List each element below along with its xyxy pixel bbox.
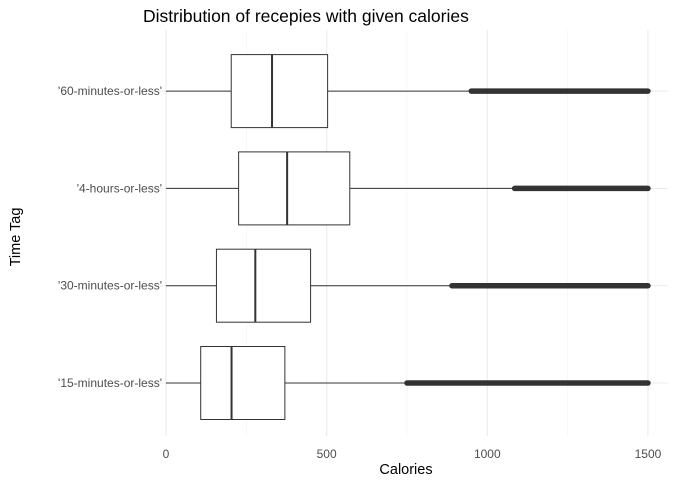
chart-title: Distribution of recepies with given calo… [143,6,469,26]
x-tick-label: 500 [317,447,337,461]
x-tick-label: 0 [163,447,170,461]
box-group [166,346,651,420]
y-tick-label: '15-minutes-or-less' [58,376,162,390]
box-iqr [200,346,286,420]
box-iqr [230,54,329,129]
axis-layer: 0 500 1000 1500 '15-minutes-or-less' '30-minu… [58,84,662,461]
x-tick-label: 1000 [474,447,501,461]
box-iqr [215,248,312,323]
box-layer [166,54,651,420]
x-axis-title: Calories [379,462,432,478]
y-tick-label: '4-hours-or-less' [77,181,162,195]
y-tick-label: '30-minutes-or-less' [58,279,162,293]
box-group [166,151,651,226]
x-tick-label: 1500 [635,447,662,461]
y-axis-title: Time Tag [8,208,24,267]
box-group [166,248,651,323]
box-group [166,54,651,129]
box-iqr [238,151,351,226]
y-tick-label: '60-minutes-or-less' [58,84,162,98]
